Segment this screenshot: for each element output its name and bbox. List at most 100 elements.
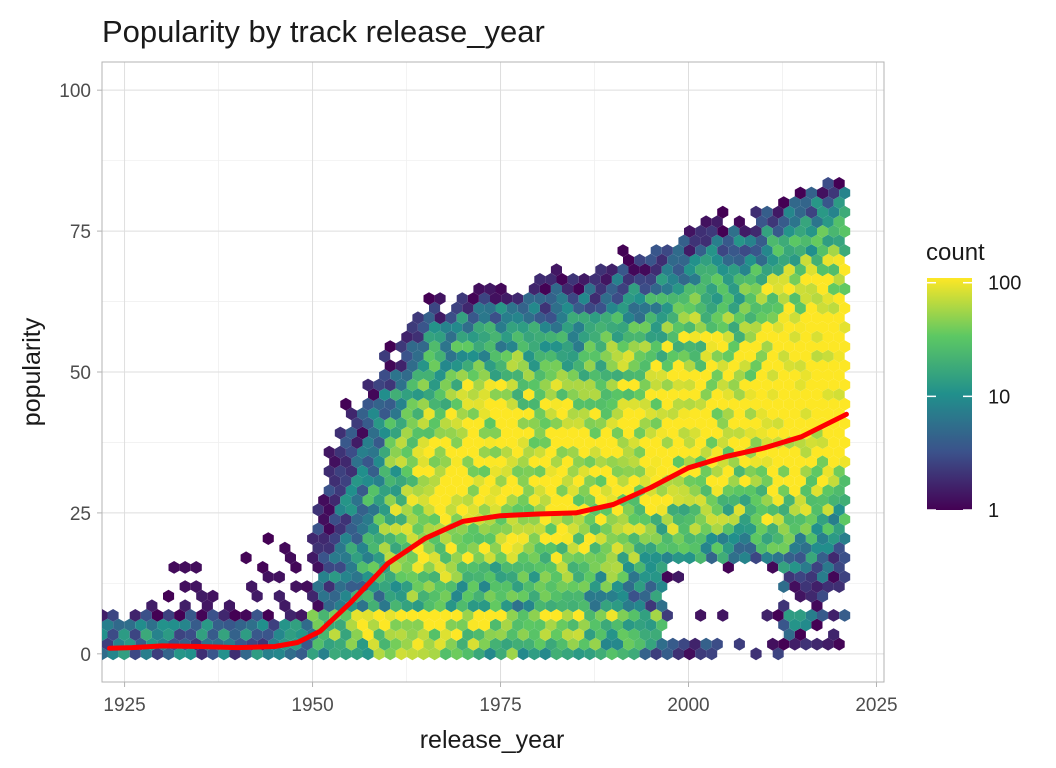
hex-bin <box>307 532 319 545</box>
hex-bin <box>650 609 662 622</box>
hex-bin <box>412 426 424 440</box>
hex-bin <box>550 417 562 430</box>
hex-bin <box>761 205 773 219</box>
hex-bin <box>401 465 413 478</box>
hex-bin <box>140 628 152 641</box>
hex-bin <box>678 445 690 459</box>
hex-bin <box>595 436 607 449</box>
hex-bin <box>706 436 718 449</box>
hex-bin <box>556 465 568 478</box>
hex-bin <box>207 628 219 641</box>
hex-bin <box>761 532 773 545</box>
hex-bin <box>805 263 817 277</box>
hex-bin <box>717 282 729 296</box>
hex-bin <box>595 474 607 488</box>
hex-bin <box>429 474 441 488</box>
hex-bin <box>822 388 834 401</box>
hex-bin <box>700 234 712 248</box>
hex-bin <box>140 609 152 622</box>
hex-bin <box>351 551 363 565</box>
hex-bin <box>750 359 762 373</box>
hex-bin <box>174 628 186 641</box>
hex-bin <box>423 503 435 517</box>
hex-bin <box>611 292 623 305</box>
hex-bin <box>667 426 679 440</box>
legend-colorbar <box>927 278 972 510</box>
hex-bin <box>423 561 435 574</box>
hex-bin <box>539 282 551 296</box>
hex-bin <box>589 388 601 401</box>
hex-bin <box>312 637 324 651</box>
hex-bin <box>429 455 441 469</box>
hex-bin <box>434 484 446 497</box>
hex-bin <box>722 541 734 555</box>
hex-bin <box>789 196 801 209</box>
hex-bin <box>512 541 524 555</box>
hex-bin <box>722 330 734 344</box>
hex-bin <box>473 359 485 373</box>
hex-bin <box>617 244 629 257</box>
y-tick-label: 50 <box>70 363 91 384</box>
hex-bin <box>817 551 829 565</box>
hex-bin <box>833 561 845 574</box>
hex-bin <box>706 282 718 296</box>
hex-bin <box>756 407 768 421</box>
hex-bin <box>429 378 441 392</box>
hex-bin <box>634 618 646 632</box>
hex-bin <box>706 397 718 411</box>
hex-bin <box>307 589 319 603</box>
hex-bin <box>800 273 812 286</box>
hex-bin <box>617 321 629 334</box>
hex-bin <box>667 541 679 555</box>
hex-bin <box>406 378 418 392</box>
hex-bin <box>783 321 795 334</box>
hex-bin <box>733 330 745 344</box>
hex-bin <box>523 407 535 421</box>
hex-bin <box>817 532 829 545</box>
hex-bin <box>501 292 513 305</box>
hex-bin <box>584 609 596 622</box>
hex-bin <box>490 541 502 555</box>
hex-bin <box>833 637 845 651</box>
hex-bin <box>506 647 518 661</box>
hex-bin <box>689 637 701 651</box>
hex-bin <box>528 647 540 661</box>
hex-bin <box>429 436 441 449</box>
hex-bin <box>661 321 673 334</box>
hex-bin <box>517 532 529 545</box>
hex-bin <box>528 359 540 373</box>
hex-bin <box>490 484 502 497</box>
hex-bin <box>761 513 773 526</box>
hex-bin <box>650 378 662 392</box>
hex-bin <box>811 484 823 497</box>
hex-bin <box>406 647 418 661</box>
hex-bin <box>639 493 651 507</box>
hex-bin <box>512 484 524 497</box>
hex-bin <box>778 599 790 613</box>
hex-bin <box>639 513 651 526</box>
hex-bin <box>490 599 502 613</box>
hex-bin <box>656 522 668 536</box>
hex-bin <box>473 397 485 411</box>
hex-bin <box>733 407 745 421</box>
hex-bin <box>362 436 374 449</box>
hex-bin <box>623 426 635 440</box>
hex-bin <box>102 618 114 632</box>
hex-bin <box>628 321 640 334</box>
hex-bin <box>517 455 529 469</box>
hex-bin <box>811 618 823 632</box>
hex-bin <box>573 340 585 353</box>
hex-bin <box>617 628 629 641</box>
hex-bin <box>706 359 718 373</box>
hex-bin <box>345 541 357 555</box>
hex-bin <box>562 647 574 661</box>
hex-bin <box>678 426 690 440</box>
hex-bin <box>639 340 651 353</box>
hex-bin <box>539 570 551 584</box>
hex-bin <box>822 407 834 421</box>
hex-bin <box>589 369 601 382</box>
hex-bin <box>484 474 496 488</box>
hex-bin <box>756 311 768 325</box>
hex-bin <box>406 340 418 353</box>
hex-bin <box>822 522 834 536</box>
